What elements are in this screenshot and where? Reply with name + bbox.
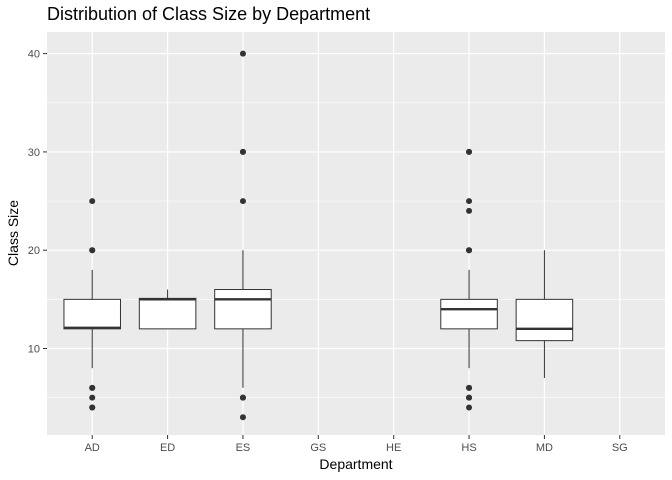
outlier-point	[466, 247, 473, 254]
outlier-point	[239, 198, 246, 205]
outlier-point	[466, 394, 473, 401]
outlier-point	[239, 50, 246, 57]
box-md	[515, 250, 574, 378]
box-ed	[138, 289, 197, 330]
box-body	[515, 298, 574, 342]
plot-panel	[47, 32, 665, 435]
y-tick-label: 10	[28, 344, 40, 356]
box-ad	[63, 198, 121, 411]
outlier-point	[89, 394, 96, 401]
x-axis-title: Department	[319, 456, 392, 472]
x-tick-label: SG	[612, 442, 628, 454]
y-tick-label: 30	[28, 147, 40, 159]
outlier-point	[239, 148, 246, 155]
y-tick-label: 20	[28, 245, 40, 257]
outlier-point	[466, 404, 473, 411]
outlier-point	[239, 394, 246, 401]
boxes-layer	[63, 50, 574, 421]
outlier-point	[466, 207, 473, 214]
x-tick-label: AD	[85, 442, 100, 454]
box-body	[440, 298, 498, 330]
box-es	[214, 50, 272, 421]
x-tick-label: ES	[236, 442, 251, 454]
y-axis: 10 20 30 40	[28, 49, 47, 356]
outlier-point	[89, 198, 96, 205]
x-tick-label: ED	[160, 442, 175, 454]
y-axis-title: Class Size	[5, 200, 21, 266]
outlier-point	[239, 414, 246, 421]
outlier-point	[466, 384, 473, 391]
box-body	[214, 289, 272, 330]
box-body	[63, 298, 121, 330]
outlier-point	[466, 148, 473, 155]
y-tick-label: 40	[28, 49, 40, 61]
x-tick-label: HS	[461, 442, 476, 454]
x-axis: AD ED ES GS HE HS MD SG	[85, 435, 628, 454]
outlier-point	[89, 247, 96, 254]
outlier-point	[466, 198, 473, 205]
box-hs	[440, 148, 498, 411]
x-tick-label: GS	[310, 442, 326, 454]
box-body	[138, 297, 197, 330]
x-tick-label: MD	[536, 442, 553, 454]
outlier-point	[89, 384, 96, 391]
chart-title: Distribution of Class Size by Department	[47, 4, 370, 24]
outlier-point	[89, 404, 96, 411]
x-tick-label: HE	[386, 442, 401, 454]
